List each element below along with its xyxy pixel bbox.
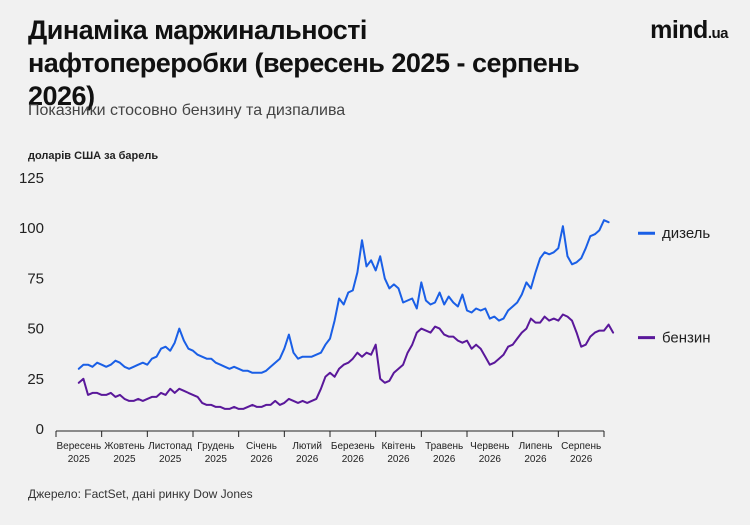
- series-line-gasoline: [77, 313, 615, 410]
- x-tick-label: Серпень 2026: [561, 441, 601, 465]
- x-tick-label: Липень 2026: [519, 441, 553, 465]
- legend-label-diesel: дизель: [662, 225, 710, 242]
- y-tick-label: 50: [27, 321, 44, 338]
- y-tick-label: 0: [36, 421, 44, 438]
- y-tick-label: 75: [27, 270, 44, 287]
- x-tick-label: Квітень 2026: [381, 441, 415, 465]
- x-tick-label: Грудень 2025: [197, 441, 234, 465]
- y-tick-label: 125: [19, 170, 44, 187]
- x-tick-label: Червень 2026: [470, 441, 509, 465]
- logo-main: mind: [650, 16, 708, 44]
- chart-title: Динаміка маржинальності нафтопереробки (…: [28, 14, 628, 113]
- logo-suffix: .ua: [707, 25, 729, 42]
- x-tick-label: Лютий 2026: [292, 441, 322, 465]
- legend: дизель бензин: [638, 225, 711, 347]
- x-tick-label: Березень 2026: [331, 441, 375, 465]
- x-tick-label: Листопад 2025: [148, 441, 192, 465]
- y-axis: 0 25 50 75 100 125: [19, 170, 44, 438]
- title-line-1: Динаміка маржинальності: [28, 15, 367, 45]
- series-line-diesel: [77, 219, 610, 374]
- y-tick-label: 25: [27, 371, 44, 388]
- mind-logo[interactable]: mind.ua: [650, 16, 728, 45]
- x-tick-label: Жовтень 2025: [104, 441, 145, 465]
- x-tick-label: Січень 2026: [246, 441, 277, 465]
- y-tick-label: 100: [19, 220, 44, 237]
- x-tick-label: Вересень 2025: [57, 441, 102, 465]
- source-note: Джерело: FactSet, дані ринку Dow Jones: [28, 487, 253, 501]
- title-line-2: нафтопереробки (вересень 2025 - серпень …: [28, 48, 580, 111]
- chart-subtitle: Показники стосовно бензину та дизпалива: [28, 102, 346, 119]
- series-lines: [77, 219, 615, 410]
- y-axis-label: доларів США за барель: [28, 150, 159, 162]
- x-tick-label: Травень 2026: [425, 441, 463, 465]
- legend-label-gasoline: бензин: [662, 330, 711, 347]
